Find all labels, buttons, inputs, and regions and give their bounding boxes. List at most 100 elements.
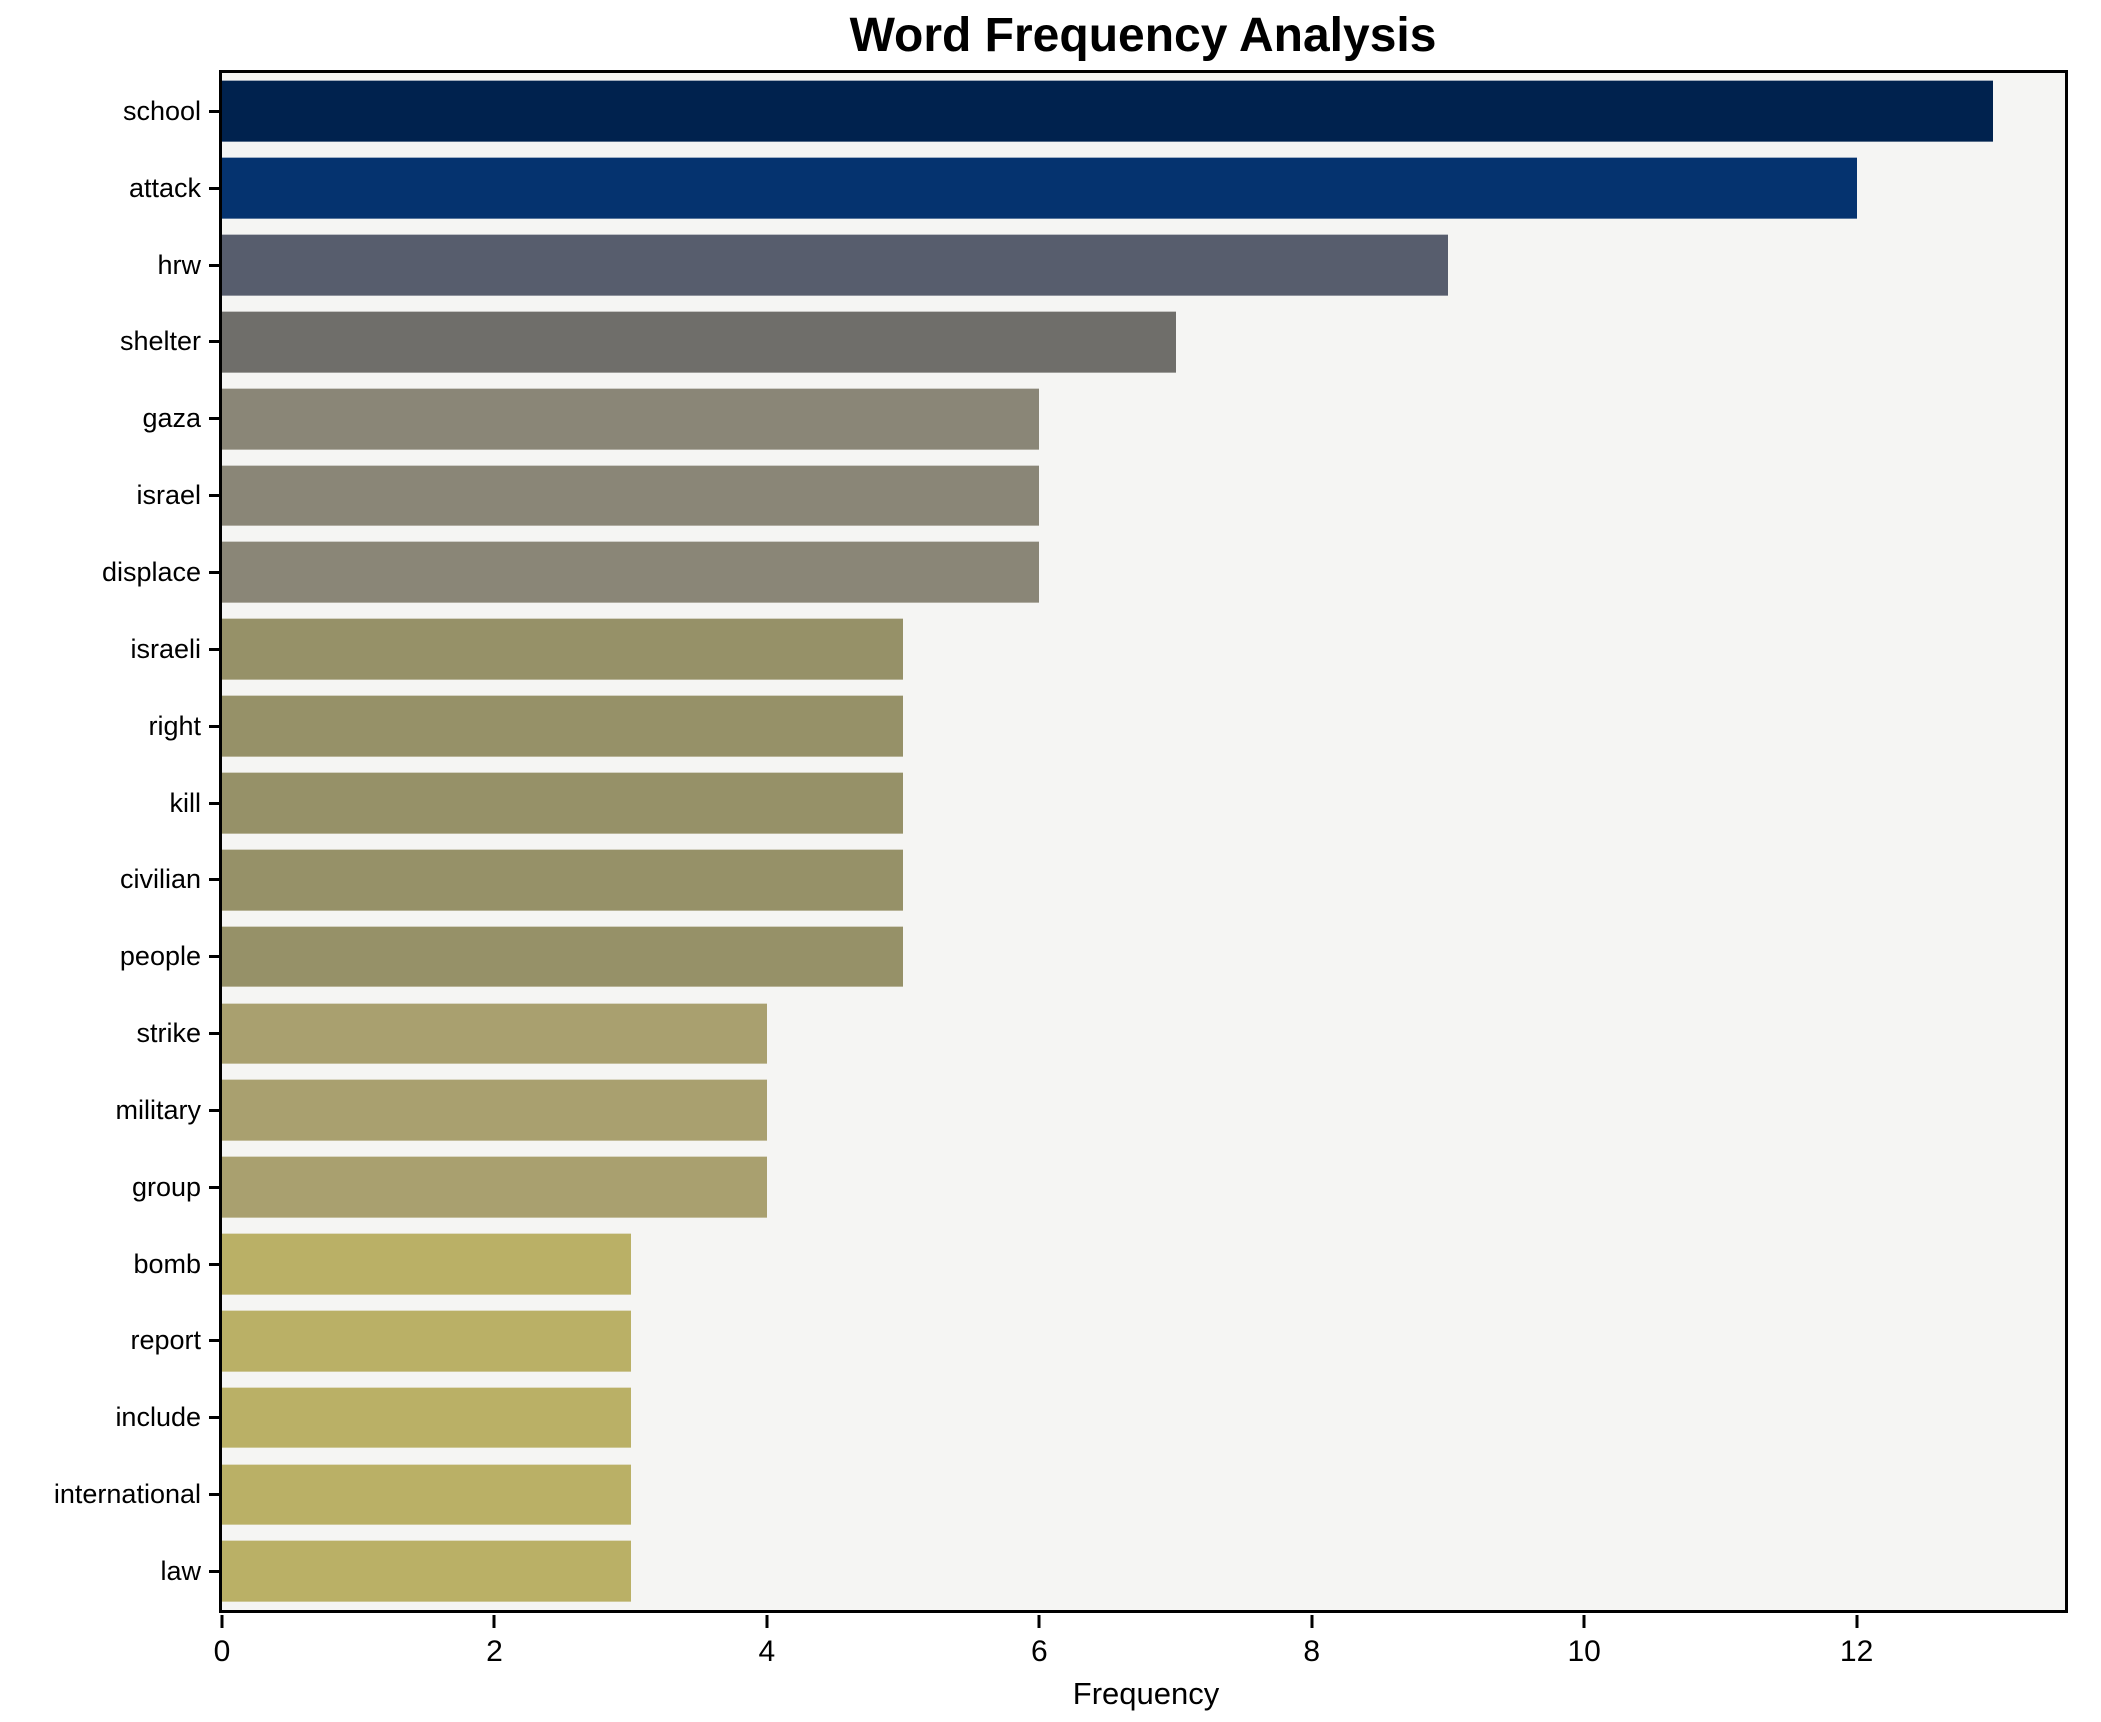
x-tick-mark [1310,1615,1314,1628]
x-tick-label-2: 2 [486,1635,503,1668]
bar-row-israel [222,457,2065,534]
x-tick-mark [492,1615,496,1628]
x-tick-mark [765,1615,769,1628]
bar-gaza [222,388,1040,450]
y-tick-mark [209,263,219,267]
bar-row-israeli [222,611,2065,688]
bar-military [222,1080,767,1141]
bar-row-shelter [222,304,2065,381]
y-tick-label-military: military [115,1094,202,1125]
y-tick-label-attack: attack [128,172,201,203]
bar-strike [222,1003,767,1064]
bar-israel [222,465,1040,526]
y-tick-mark [209,570,219,574]
y-row-displace: displace [0,534,219,611]
x-tick-label-8: 8 [1303,1635,1321,1668]
y-row-israel: israel [0,457,219,534]
y-row-right: right [0,688,219,765]
x-tick-label-4: 4 [758,1635,776,1668]
y-tick-label-shelter: shelter [119,326,201,357]
y-row-group: group [0,1149,219,1226]
y-row-military: military [0,1072,219,1149]
y-tick-mark [209,801,219,805]
y-tick-label-displace: displace [101,556,201,587]
y-row-people: people [0,918,219,995]
y-tick-mark [209,955,219,959]
y-row-kill: kill [0,765,219,842]
bar-displace [222,542,1040,603]
y-tick-label-israeli: israeli [130,633,201,664]
y-tick-mark [209,417,219,421]
y-tick-mark [209,1262,219,1266]
bar-school [222,81,1993,142]
y-row-law: law [0,1533,219,1610]
bar-row-international [222,1456,2065,1533]
y-tick-mark [209,1493,219,1497]
y-tick-label-hrw: hrw [157,249,201,280]
bar-group [222,1156,767,1218]
y-tick-mark [209,186,219,190]
y-tick-label-civilian: civilian [119,864,201,895]
y-tick-mark [209,340,219,344]
chart-title: Word Frequency Analysis [849,9,1437,62]
bar-row-group [222,1149,2065,1226]
y-tick-label-right: right [148,710,201,741]
bar-row-hrw [222,227,2065,304]
y-tick-mark [209,724,219,728]
x-tick-mark [1855,1615,1859,1628]
y-tick-label-law: law [160,1555,201,1586]
y-row-attack: attack [0,150,219,227]
bar-kill [222,772,904,834]
x-tick-label-12: 12 [1839,1635,1874,1668]
plot-area [219,70,2068,1613]
x-tick-mark [1582,1615,1586,1628]
bar-row-displace [222,534,2065,611]
y-tick-label-international: international [53,1479,201,1510]
bar-row-attack [222,150,2065,227]
y-tick-label-people: people [119,941,201,972]
bar-civilian [222,849,904,911]
bar-hrw [222,234,1448,296]
y-axis: school attack hrw shelter gaza israel displace… [0,73,219,1610]
y-tick-label-include: include [115,1402,201,1433]
bar-row-law [222,1533,2065,1610]
y-row-report: report [0,1303,219,1380]
y-tick-mark [209,494,219,498]
y-tick-label-gaza: gaza [142,403,201,434]
bar-israeli [222,618,904,680]
bar-row-include [222,1379,2065,1456]
bar-law [222,1541,631,1602]
bar-people [222,926,904,988]
bar-right [222,695,904,757]
y-tick-label-group: group [131,1171,201,1202]
bar-row-gaza [222,380,2065,457]
x-tick-label-10: 10 [1567,1635,1601,1668]
bar-row-school [222,73,2065,150]
bar-row-civilian [222,841,2065,918]
y-row-international: international [0,1456,219,1533]
y-row-gaza: gaza [0,380,219,457]
bar-row-kill [222,765,2065,842]
y-tick-label-report: report [130,1325,201,1356]
y-tick-mark [209,1339,219,1343]
x-axis-label: Frequency [1072,1676,1220,1711]
x-tick-mark [220,1615,224,1628]
y-tick-mark [209,647,219,651]
y-row-israeli: israeli [0,611,219,688]
y-row-shelter: shelter [0,304,219,381]
y-tick-mark [209,1416,219,1420]
bar-row-people [222,918,2065,995]
bar-include [222,1387,631,1449]
y-row-include: include [0,1379,219,1456]
y-row-civilian: civilian [0,841,219,918]
bar-report [222,1310,631,1372]
y-tick-mark [209,1108,219,1112]
bar-shelter [222,311,1176,373]
y-tick-label-kill: kill [169,787,202,818]
y-tick-mark [209,878,219,882]
y-tick-label-bomb: bomb [133,1248,201,1279]
bar-international [222,1464,631,1525]
bar-attack [222,157,1857,219]
y-row-hrw: hrw [0,227,219,304]
